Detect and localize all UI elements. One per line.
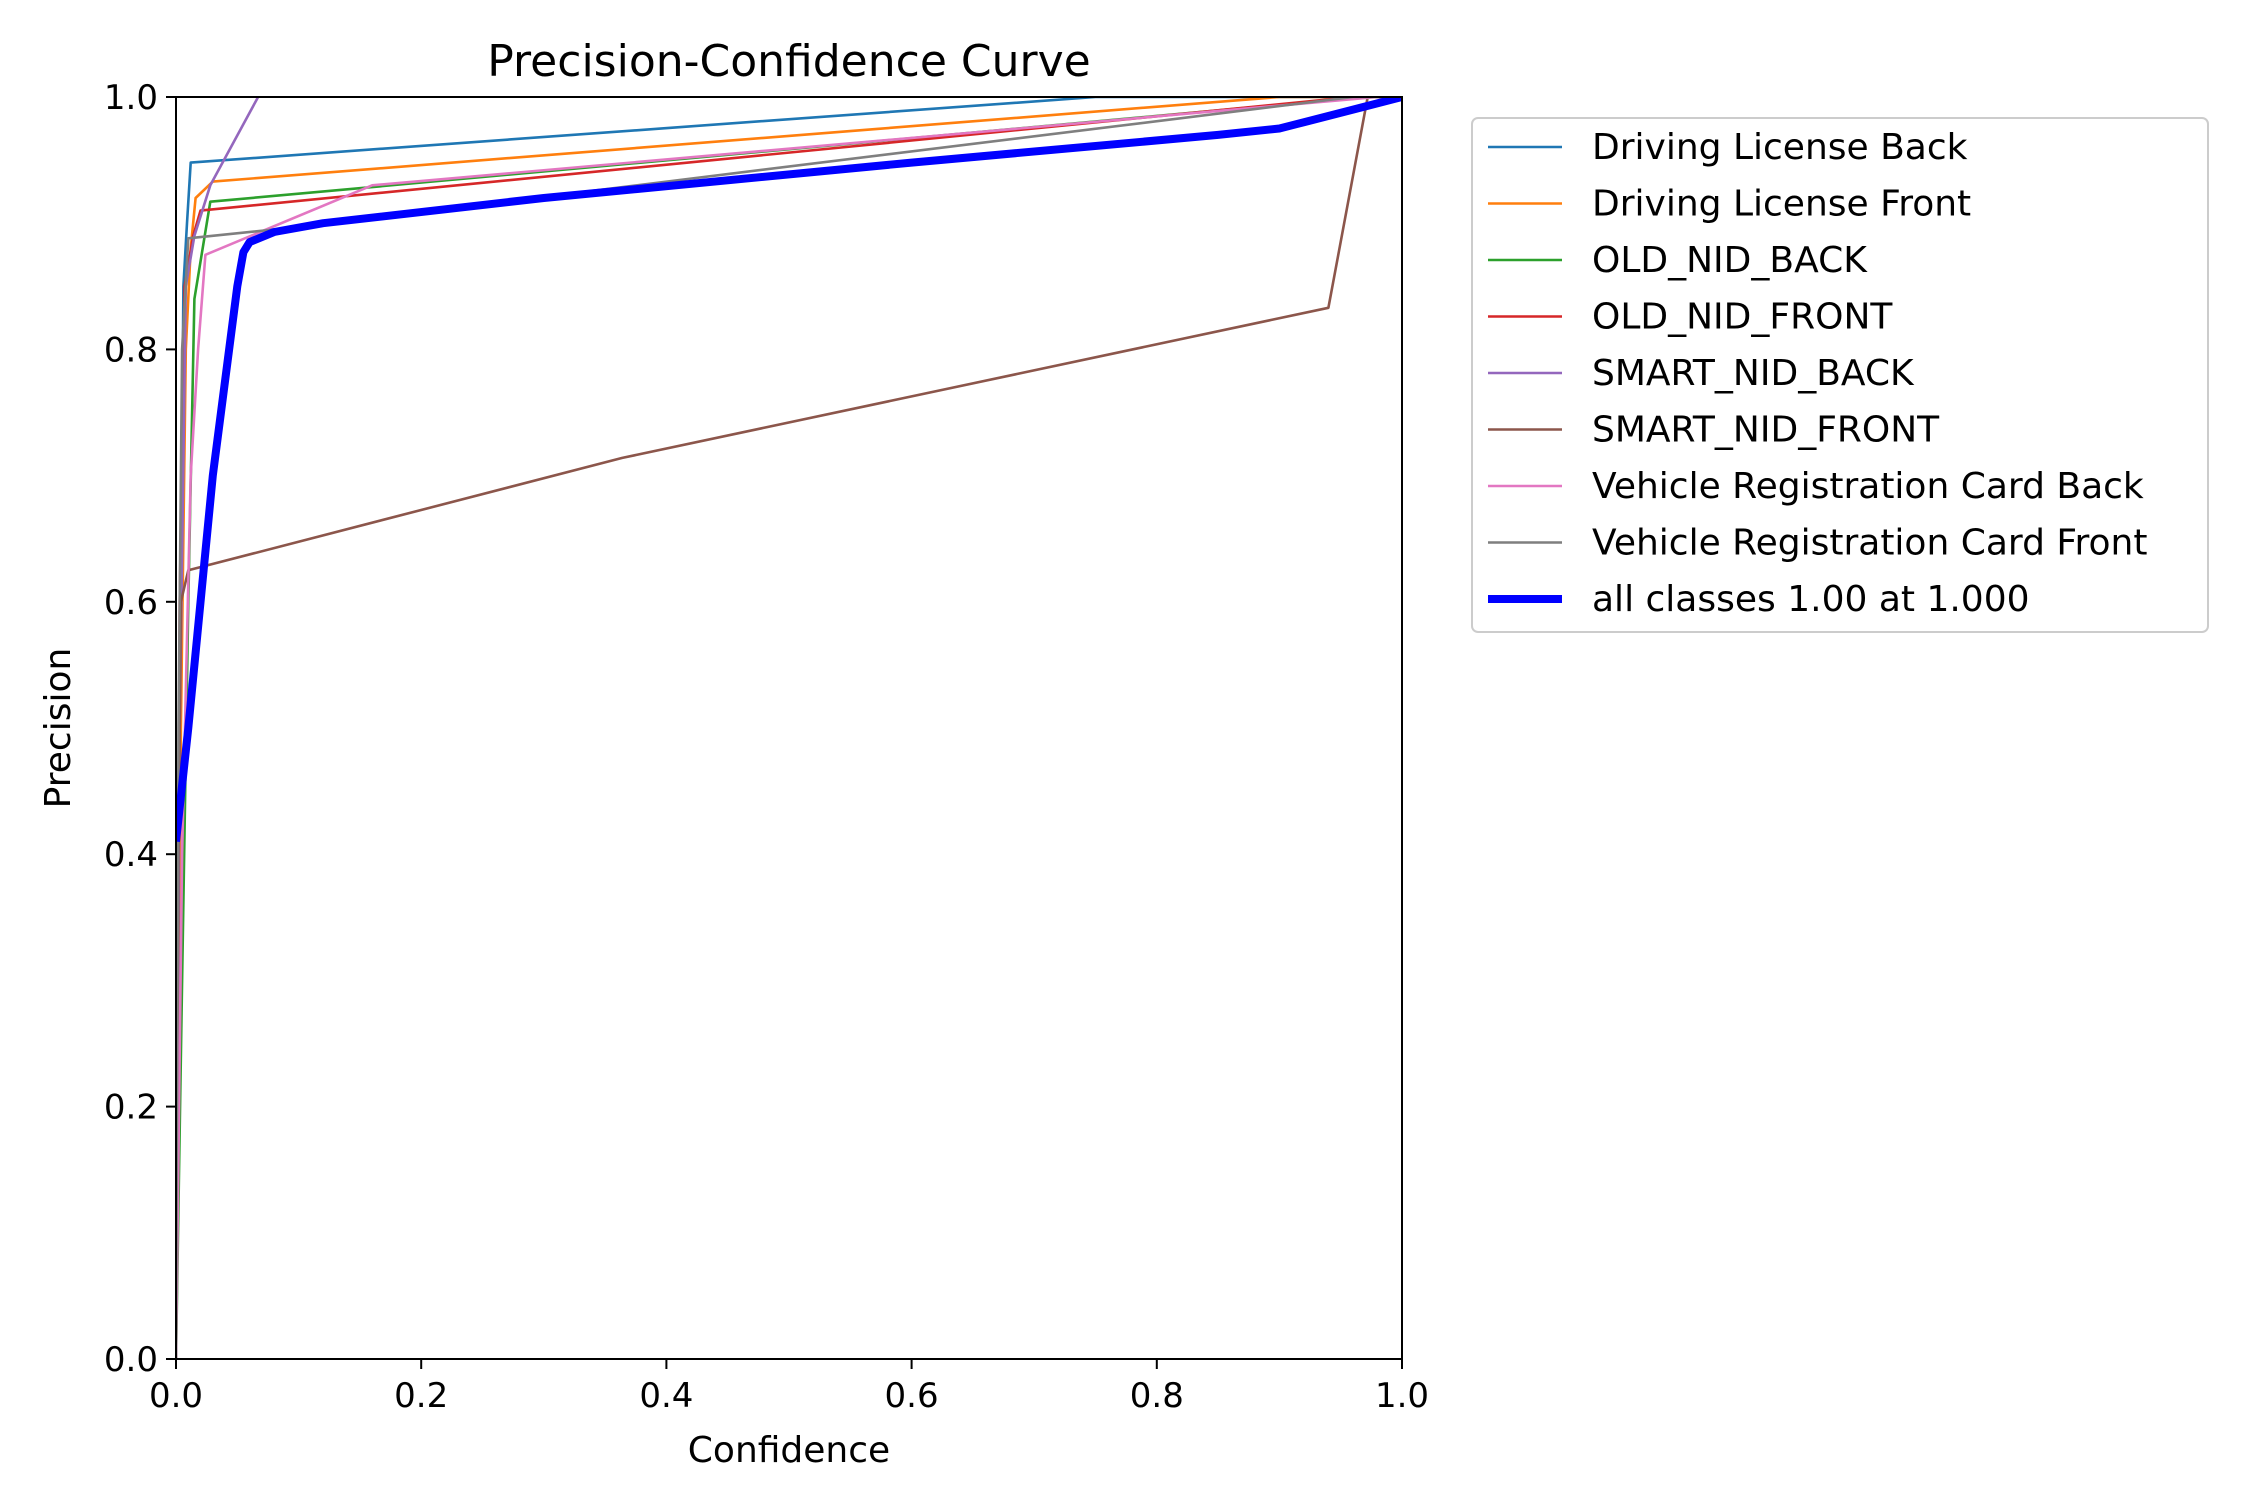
legend-entry: OLD_NID_BACK (1488, 240, 1868, 281)
x-tick-label: 0.0 (149, 1376, 203, 1416)
series-line-2 (176, 97, 1402, 1359)
x-tick-label: 0.2 (394, 1376, 448, 1416)
y-tick-label: 0.0 (104, 1340, 158, 1380)
y-axis-label: Precision (38, 648, 79, 809)
x-tick-label: 0.8 (1130, 1376, 1184, 1416)
x-axis-label: Confidence (688, 1430, 890, 1471)
y-tick-label: 0.6 (104, 583, 158, 623)
x-tick-label: 1.0 (1375, 1376, 1429, 1416)
legend-entry: Vehicle Registration Card Front (1488, 523, 2147, 564)
x-tick-label: 0.4 (639, 1376, 693, 1416)
plot-area (175, 96, 1403, 1360)
legend-label: Driving License Front (1592, 184, 1971, 225)
legend-entry: SMART_NID_BACK (1488, 353, 1915, 394)
legend-entry: SMART_NID_FRONT (1488, 410, 1940, 451)
y-tick-label: 0.8 (104, 330, 158, 370)
y-tick-label: 0.2 (104, 1088, 158, 1128)
legend-entry: Vehicle Registration Card Back (1488, 466, 2144, 507)
y-tick-label: 0.4 (104, 835, 158, 875)
legend-label: SMART_NID_FRONT (1592, 410, 1940, 451)
legend-label: Vehicle Registration Card Back (1592, 466, 2144, 507)
legend-entry: Driving License Front (1488, 184, 1971, 225)
chart-title: Precision-Confidence Curve (487, 36, 1090, 87)
y-tick-label: 1.0 (104, 78, 158, 118)
legend-label: Driving License Back (1592, 127, 1968, 168)
plot-frame (175, 96, 1403, 1360)
legend: Driving License Back Driving License Fron… (1471, 117, 2209, 633)
legend-entry: all classes 1.00 at 1.000 (1488, 579, 2030, 620)
legend-entry: Driving License Back (1488, 127, 1968, 168)
y-axis: 0.0 0.2 0.4 0.6 0.8 1.0 (104, 78, 176, 1380)
x-axis: 0.0 0.2 0.4 0.6 0.8 1.0 (149, 1359, 1429, 1416)
legend-label: OLD_NID_FRONT (1592, 297, 1893, 338)
legend-label: OLD_NID_BACK (1592, 240, 1868, 281)
legend-label: Vehicle Registration Card Front (1592, 523, 2147, 564)
legend-label: SMART_NID_BACK (1592, 353, 1915, 394)
legend-label: all classes 1.00 at 1.000 (1592, 579, 2030, 620)
series-line-7 (176, 97, 1402, 1359)
legend-entry: OLD_NID_FRONT (1488, 297, 1893, 338)
series-lines (176, 97, 1402, 1359)
x-tick-label: 0.6 (885, 1376, 939, 1416)
series-line-8 (176, 97, 1402, 843)
legend-frame (1471, 117, 2209, 633)
